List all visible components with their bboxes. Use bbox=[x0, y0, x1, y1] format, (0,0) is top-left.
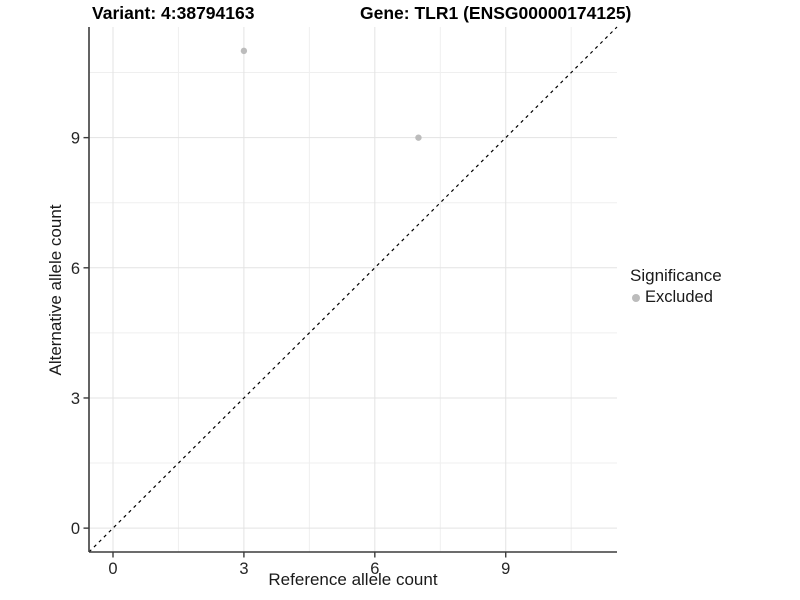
x-axis-title: Reference allele count bbox=[268, 570, 438, 589]
legend-point-icon bbox=[632, 293, 640, 302]
gene-title: Gene: TLR1 (ENSG00000174125) bbox=[360, 3, 632, 23]
y-tick-label: 3 bbox=[71, 390, 80, 408]
y-tick-label: 6 bbox=[71, 260, 80, 278]
y-tick-label: 0 bbox=[71, 520, 80, 538]
y-axis-title: Alternative allele count bbox=[46, 204, 65, 376]
x-tick-label: 6 bbox=[370, 560, 379, 578]
data-point bbox=[415, 134, 422, 141]
variant-title: Variant: 4:38794163 bbox=[92, 3, 255, 23]
legend-item-excluded: Excluded bbox=[630, 288, 722, 307]
legend-title: Significance bbox=[630, 266, 722, 285]
identity-line bbox=[88, 26, 618, 553]
x-tick-label: 0 bbox=[108, 560, 117, 578]
y-tick-label: 9 bbox=[71, 130, 80, 148]
legend-item-label: Excluded bbox=[645, 288, 713, 306]
data-point bbox=[240, 47, 248, 55]
x-tick-label: 9 bbox=[501, 560, 510, 578]
x-tick-label: 3 bbox=[239, 560, 248, 578]
legend: Significance Excluded bbox=[630, 266, 722, 307]
